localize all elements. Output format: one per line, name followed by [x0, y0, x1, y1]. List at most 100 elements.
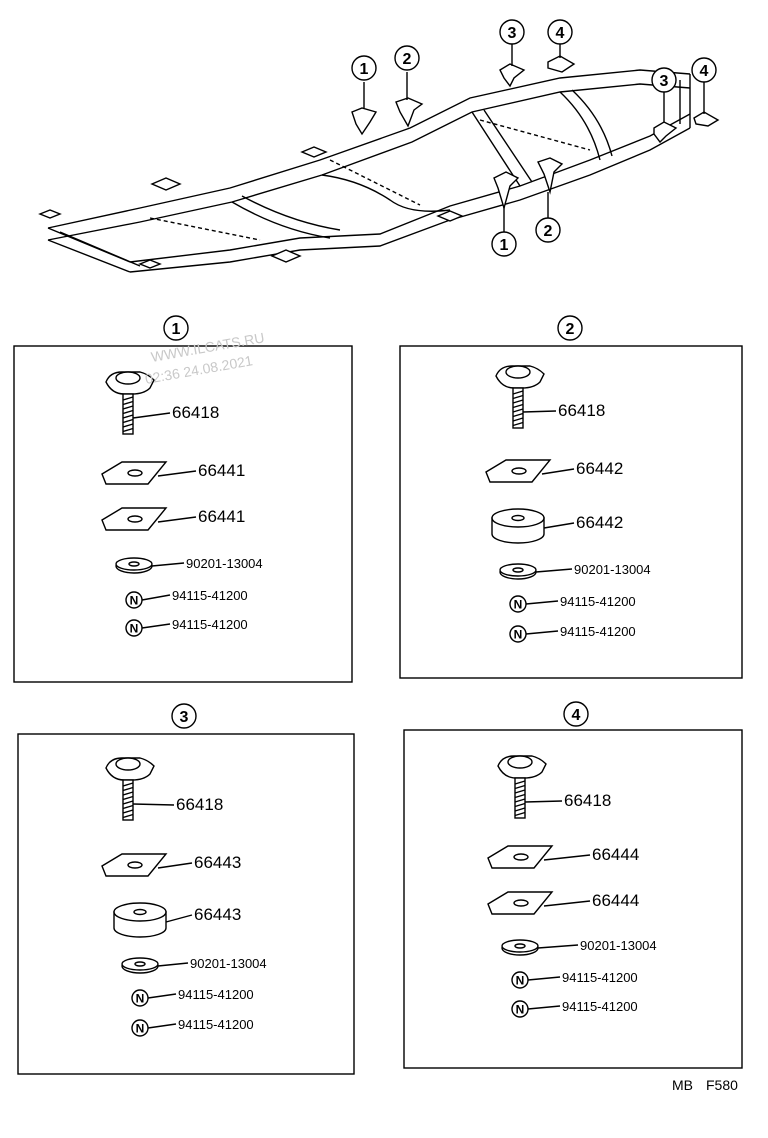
part-row: 66442 — [485, 459, 623, 483]
part-row: 66441 — [101, 507, 245, 531]
nut-icon: N — [131, 989, 149, 1007]
part-number[interactable]: 66418 — [564, 791, 611, 810]
part-number[interactable]: 90201-13004 — [580, 938, 657, 953]
leader-line — [165, 914, 193, 923]
part-number[interactable]: 66418 — [558, 401, 605, 420]
part-number[interactable]: 94115-41200 — [172, 588, 248, 603]
nut-symbol: N — [516, 974, 525, 988]
leader-line — [147, 993, 177, 999]
watermark: WWW.ILCATS.RU 02:36 24.08.2021 — [144, 329, 266, 387]
nut-icon: N — [125, 591, 143, 609]
nut-icon: N — [125, 619, 143, 637]
part-number[interactable]: 94115-41200 — [562, 999, 638, 1014]
panel-id: 2 — [566, 321, 575, 338]
part-number[interactable]: 66442 — [576, 513, 623, 532]
plate-icon — [487, 845, 554, 869]
panel-border — [13, 345, 353, 683]
part-number[interactable]: 66418 — [172, 403, 219, 422]
nut-icon: N — [509, 595, 527, 613]
part-row: 66444 — [487, 845, 639, 869]
svg-text:2: 2 — [403, 51, 412, 68]
panel-id: 1 — [172, 321, 181, 338]
part-number[interactable]: 66443 — [194, 905, 241, 924]
bolt-icon — [105, 371, 155, 435]
part-number[interactable]: 94115-41200 — [178, 987, 254, 1002]
callout-marker: 4 — [691, 57, 717, 83]
leader-line — [132, 803, 175, 806]
panel-callout: 4 — [563, 701, 589, 727]
leader-line — [543, 854, 591, 861]
bolt-icon — [495, 365, 545, 429]
leader-line — [525, 630, 559, 635]
part-number[interactable]: 66441 — [198, 461, 245, 480]
callout-marker: 4 — [547, 19, 573, 45]
part-row: 66418 — [105, 757, 223, 821]
panel-id: 4 — [572, 707, 581, 724]
part-number[interactable]: 94115-41200 — [560, 624, 636, 639]
panel-border — [399, 345, 743, 679]
leader-line — [541, 468, 575, 475]
cushion-icon — [491, 508, 545, 544]
nut-symbol: N — [514, 598, 523, 612]
mount-1b — [493, 171, 520, 232]
svg-text:3: 3 — [660, 73, 669, 90]
nut-icon: N — [131, 1019, 149, 1037]
nut-icon: N — [509, 625, 527, 643]
frame-overview — [38, 44, 720, 273]
nut-symbol: N — [136, 1022, 145, 1036]
leader-line — [543, 522, 575, 529]
figure-code: F580 — [706, 1077, 738, 1093]
part-number[interactable]: 94115-41200 — [560, 594, 636, 609]
part-number[interactable]: 90201-13004 — [190, 956, 267, 971]
part-number[interactable]: 90201-13004 — [574, 562, 651, 577]
part-row: N 94115-41200 — [125, 617, 248, 637]
leader-line — [147, 1023, 177, 1029]
part-row: 90201-13004 — [115, 556, 263, 574]
leader-line — [527, 1005, 561, 1010]
plate-icon — [485, 459, 552, 483]
part-number[interactable]: 66444 — [592, 891, 639, 910]
part-row: N 94115-41200 — [509, 624, 636, 643]
leader-line — [157, 516, 197, 523]
part-row: N 94115-41200 — [125, 588, 248, 609]
panel-callout: 1 — [163, 315, 189, 341]
mount-2a — [395, 72, 424, 128]
part-row: 90201-13004 — [501, 938, 657, 956]
leader-line — [527, 976, 561, 981]
footer-code: MB — [672, 1077, 693, 1093]
leader-line — [525, 600, 559, 605]
leader-line — [522, 410, 557, 413]
leader-line — [543, 900, 591, 907]
part-number[interactable]: 66441 — [198, 507, 245, 526]
part-number[interactable]: 66442 — [576, 459, 623, 478]
part-number[interactable]: 94115-41200 — [562, 970, 638, 985]
part-row: 66444 — [487, 891, 639, 915]
callout-marker: 1 — [491, 231, 517, 257]
part-number[interactable]: 66418 — [176, 795, 223, 814]
svg-text:2: 2 — [544, 223, 553, 240]
washer-icon — [121, 957, 159, 974]
overview-callouts: 1 2 3 4 3 4 1 2 — [351, 19, 717, 257]
mount-2b — [537, 157, 564, 218]
part-row: N 94115-41200 — [509, 594, 636, 613]
detail-panels: 1 66418 66441 66441 90201-13004 N 94115-41200 N… — [13, 315, 743, 1075]
part-row: 66442 — [491, 508, 623, 544]
part-number[interactable]: 94115-41200 — [172, 617, 248, 632]
part-number[interactable]: 94115-41200 — [178, 1017, 254, 1032]
panel-border — [17, 733, 355, 1075]
part-number[interactable]: 90201-13004 — [186, 556, 263, 571]
callout-marker: 3 — [651, 67, 677, 93]
part-number[interactable]: 66443 — [194, 853, 241, 872]
part-row: N 94115-41200 — [511, 999, 638, 1018]
part-row: 66418 — [497, 755, 611, 819]
callout-marker: 2 — [535, 217, 561, 243]
callout-marker: 1 — [351, 55, 377, 81]
leader-line — [524, 800, 563, 803]
leader-line — [535, 568, 573, 573]
leader-line — [141, 623, 171, 629]
part-number[interactable]: 66444 — [592, 845, 639, 864]
washer-icon — [499, 563, 537, 580]
nut-symbol: N — [514, 628, 523, 642]
